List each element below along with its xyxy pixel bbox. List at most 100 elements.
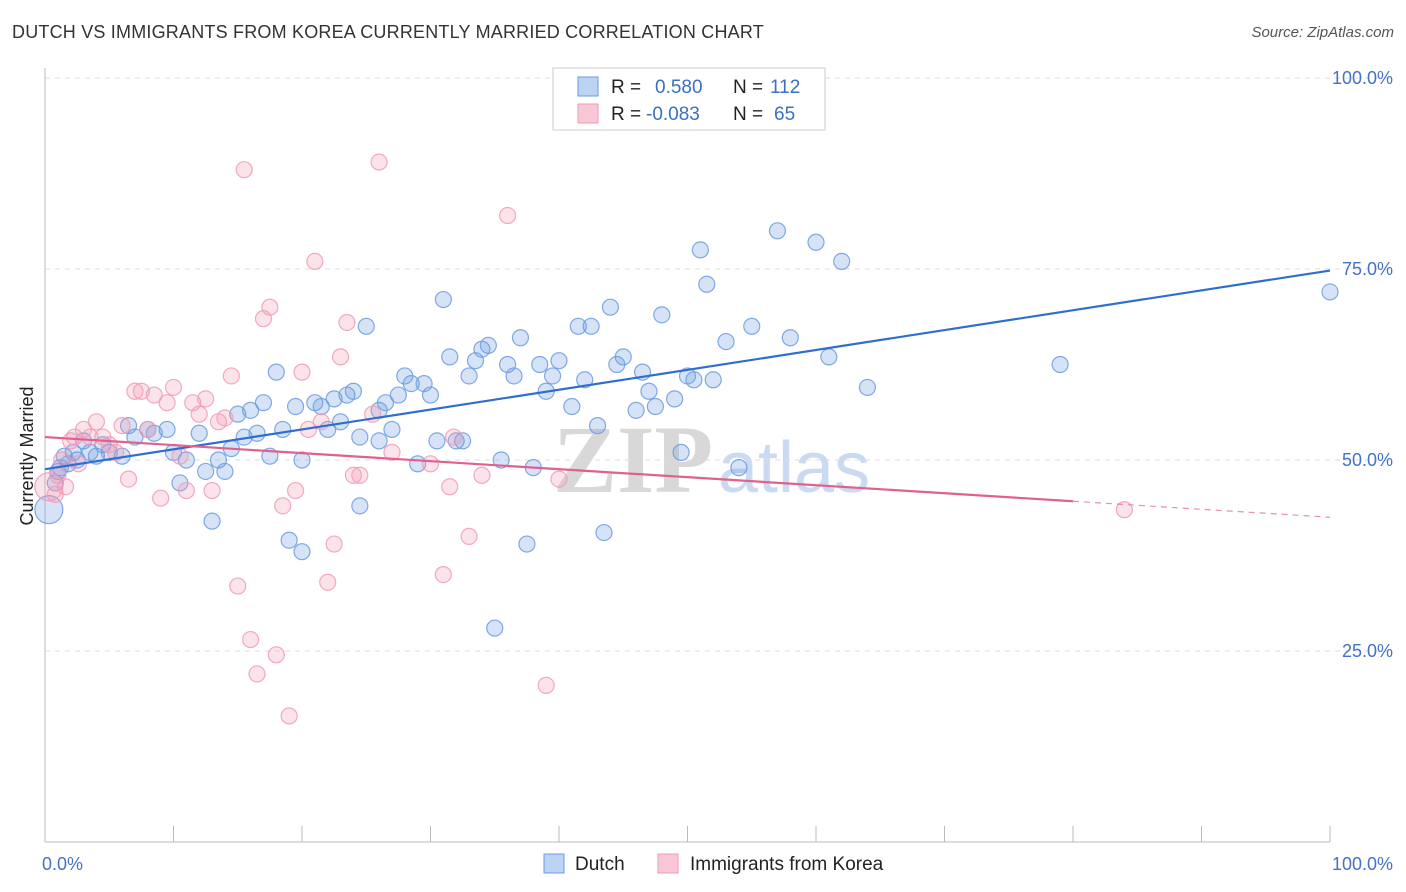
point-korea-32 xyxy=(229,577,247,595)
point-korea-34 xyxy=(242,630,260,649)
point-dutch-98 xyxy=(691,241,709,259)
point-dutch-106 xyxy=(807,233,825,251)
point-korea-48 xyxy=(331,348,350,366)
point-korea-62 xyxy=(537,676,555,694)
legend-swatch-dutch xyxy=(543,853,565,874)
point-dutch-76 xyxy=(531,355,549,374)
point-korea-4 xyxy=(56,478,75,496)
point-korea-44 xyxy=(306,252,324,270)
point-korea-54 xyxy=(383,443,401,461)
point-dutch-110 xyxy=(1051,355,1069,374)
point-korea-15 xyxy=(119,470,138,488)
point-korea-17 xyxy=(132,382,150,400)
point-korea-53 xyxy=(370,153,388,171)
point-dutch-62 xyxy=(441,348,459,366)
point-dutch-69 xyxy=(486,619,504,637)
y-tick-label-100: 100.0% xyxy=(1332,68,1393,88)
stats-r-value-dutch: 0.580 xyxy=(655,77,703,98)
trend-lines xyxy=(44,269,1331,518)
point-dutch-49 xyxy=(357,317,375,335)
series-legend: Dutch Immigrants from Korea xyxy=(543,853,884,875)
point-dutch-79 xyxy=(550,352,568,370)
x-tick-label-0: 0.0% xyxy=(42,854,83,874)
trend-line-1 xyxy=(44,435,1074,503)
point-korea-23 xyxy=(171,447,189,465)
axes xyxy=(44,68,1331,843)
point-dutch-91 xyxy=(640,382,658,400)
point-dutch-37 xyxy=(286,397,305,416)
point-korea-33 xyxy=(235,161,253,179)
legend-label-dutch: Dutch xyxy=(575,854,625,875)
point-dutch-104 xyxy=(768,222,787,240)
point-dutch-105 xyxy=(781,329,799,347)
point-dutch-80 xyxy=(563,397,581,416)
point-dutch-111 xyxy=(1321,283,1339,301)
stats-r-value-korea: -0.083 xyxy=(646,104,700,125)
point-korea-51 xyxy=(351,466,369,484)
stats-legend: R = 0.580 N = 112 R = -0.083 N = 65 xyxy=(552,67,826,131)
point-korea-56 xyxy=(434,565,452,584)
point-korea-50 xyxy=(344,466,362,484)
x-tick-label-100: 100.0% xyxy=(1332,854,1393,874)
point-dutch-26 xyxy=(216,462,234,481)
point-korea-16 xyxy=(126,382,144,400)
point-dutch-31 xyxy=(248,424,266,442)
point-dutch-36 xyxy=(280,531,298,549)
point-korea-35 xyxy=(248,665,266,683)
point-dutch-68 xyxy=(479,336,497,354)
point-dutch-39 xyxy=(293,451,311,469)
point-dutch-93 xyxy=(653,306,671,324)
point-korea-46 xyxy=(319,573,337,591)
point-korea-31 xyxy=(222,367,240,385)
point-dutch-73 xyxy=(511,329,530,347)
point-korea-30 xyxy=(216,409,234,427)
stats-swatch-korea xyxy=(577,103,599,124)
point-korea-59 xyxy=(460,527,478,546)
point-korea-42 xyxy=(293,363,311,381)
point-dutch-60 xyxy=(428,432,446,450)
point-dutch-28 xyxy=(229,405,247,423)
point-dutch-38 xyxy=(293,543,311,561)
point-dutch-99 xyxy=(698,275,716,293)
point-dutch-101 xyxy=(717,332,735,351)
stats-n-value-korea: 65 xyxy=(774,104,795,125)
point-dutch-30 xyxy=(242,401,260,419)
point-dutch-23 xyxy=(197,462,215,481)
point-dutch-65 xyxy=(460,367,478,385)
point-dutch-83 xyxy=(582,317,600,335)
y-tick-label-75: 75.0% xyxy=(1342,259,1393,279)
point-dutch-108 xyxy=(833,252,851,270)
stats-n-label-korea: N = xyxy=(733,104,763,125)
point-dutch-107 xyxy=(820,348,838,366)
point-korea-24 xyxy=(177,481,195,500)
point-dutch-35 xyxy=(274,420,292,439)
point-korea-26 xyxy=(190,405,208,423)
stats-n-label-dutch: N = xyxy=(733,77,763,98)
point-dutch-18 xyxy=(158,420,176,439)
point-korea-10 xyxy=(87,413,106,431)
point-dutch-32 xyxy=(254,394,273,412)
point-dutch-53 xyxy=(383,420,401,439)
point-korea-28 xyxy=(203,481,221,500)
point-korea-27 xyxy=(197,390,215,408)
point-korea-3 xyxy=(53,451,71,469)
point-dutch-61 xyxy=(434,290,452,309)
point-dutch-88 xyxy=(614,348,632,366)
point-korea-49 xyxy=(338,313,356,332)
stats-r-label-korea: R = xyxy=(611,104,641,125)
point-korea-14 xyxy=(113,417,131,435)
legend-swatch-korea xyxy=(657,853,679,874)
point-korea-22 xyxy=(164,378,183,397)
point-dutch-100 xyxy=(704,371,722,389)
data-points xyxy=(34,153,1339,725)
chart-title: DUTCH VS IMMIGRANTS FROM KOREA CURRENTLY… xyxy=(12,22,764,42)
point-korea-19 xyxy=(145,386,163,404)
point-dutch-85 xyxy=(595,523,613,542)
point-korea-55 xyxy=(421,455,440,473)
point-korea-57 xyxy=(441,478,459,496)
point-dutch-102 xyxy=(730,459,748,477)
source-label: Source: ZipAtlas.com xyxy=(1251,24,1394,41)
point-dutch-78 xyxy=(543,367,562,385)
point-korea-39 xyxy=(274,497,292,515)
